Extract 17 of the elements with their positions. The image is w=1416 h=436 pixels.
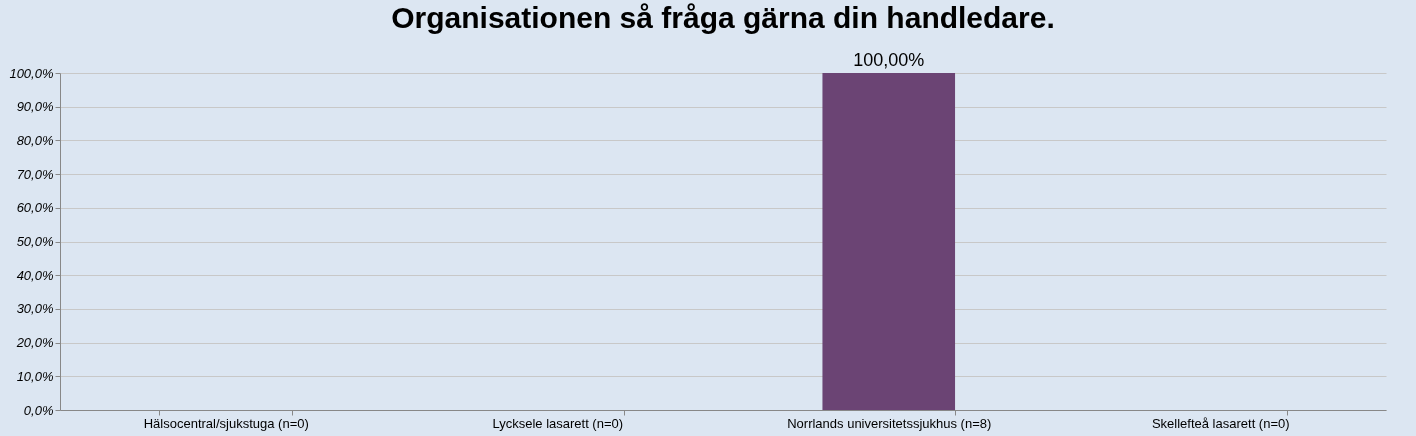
y-tick-label: 10,0%: [16, 368, 54, 384]
x-tick-label: Lycksele lasarett (n=0): [492, 415, 624, 431]
chart-title: Organisationen så fråga gärna din handledare.: [391, 1, 1055, 34]
y-tick-label: 40,0%: [16, 267, 54, 283]
y-tick-label: 80,0%: [16, 132, 54, 148]
y-tick-label: 70,0%: [16, 166, 54, 182]
y-tick-label: 50,0%: [16, 234, 54, 249]
y-tick-label: 60,0%: [16, 200, 54, 216]
data-label: 100,00%: [853, 50, 925, 70]
x-tick-label: Norrlands universitetssjukhus (n=8): [787, 415, 992, 431]
y-tick-label: 90,0%: [16, 99, 54, 115]
x-tick-label: Hälsocentral/sjukstuga (n=0): [143, 415, 309, 431]
y-tick-label: 30,0%: [16, 301, 54, 317]
y-tick-label: 0,0%: [23, 402, 54, 418]
y-tick-label: 100,0%: [9, 65, 54, 81]
y-tick-label: 20,0%: [15, 335, 54, 351]
x-tick-label: Skellefteå lasarett (n=0): [1151, 415, 1290, 431]
